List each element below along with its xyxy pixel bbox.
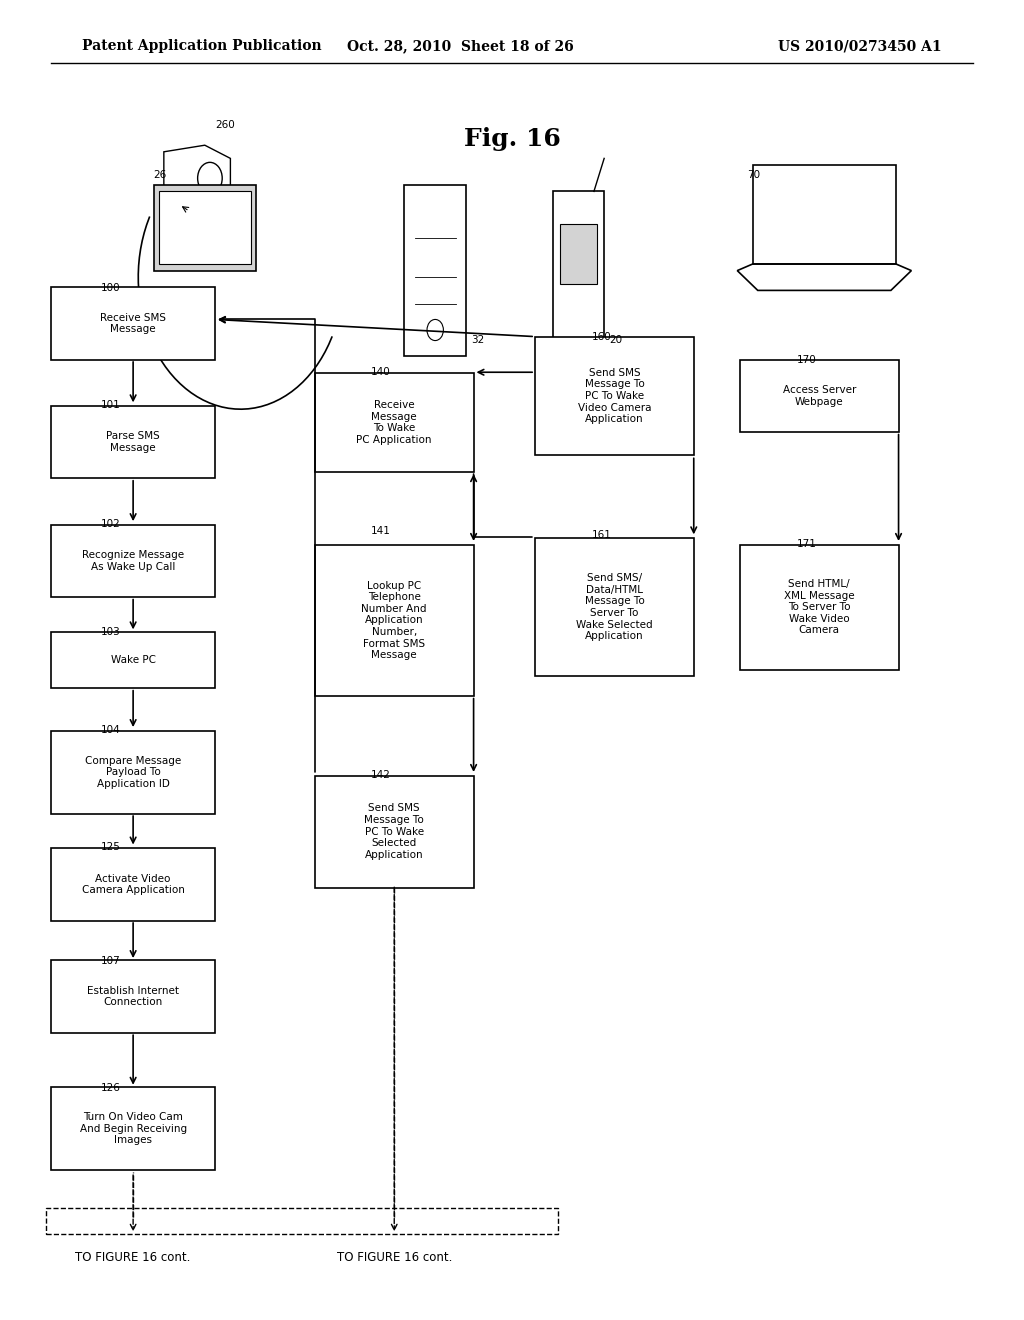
Text: Send HTML/
XML Message
To Server To
Wake Video
Camera: Send HTML/ XML Message To Server To Wake… (784, 579, 854, 635)
Text: 26: 26 (154, 170, 167, 181)
Text: 32: 32 (471, 335, 484, 346)
Text: US 2010/0273450 A1: US 2010/0273450 A1 (778, 40, 942, 53)
FancyBboxPatch shape (739, 359, 899, 433)
FancyBboxPatch shape (51, 731, 215, 813)
Text: 260: 260 (215, 120, 236, 131)
Text: Access Server
Webpage: Access Server Webpage (782, 385, 856, 407)
Text: Patent Application Publication: Patent Application Publication (82, 40, 322, 53)
FancyBboxPatch shape (51, 405, 215, 478)
Text: 126: 126 (100, 1082, 120, 1093)
FancyBboxPatch shape (535, 539, 694, 676)
Text: 170: 170 (797, 355, 816, 366)
Text: Receive SMS
Message: Receive SMS Message (100, 313, 166, 334)
Text: 171: 171 (797, 539, 816, 549)
Text: 140: 140 (371, 367, 390, 378)
Text: 141: 141 (371, 525, 390, 536)
FancyBboxPatch shape (154, 185, 256, 271)
Text: Send SMS
Message To
PC To Wake
Selected
Application: Send SMS Message To PC To Wake Selected … (365, 804, 424, 859)
Text: Send SMS
Message To
PC To Wake
Video Camera
Application: Send SMS Message To PC To Wake Video Cam… (578, 368, 651, 424)
Text: Recognize Message
As Wake Up Call: Recognize Message As Wake Up Call (82, 550, 184, 572)
Text: Parse SMS
Message: Parse SMS Message (106, 432, 160, 453)
FancyBboxPatch shape (51, 632, 215, 688)
FancyBboxPatch shape (51, 286, 215, 359)
FancyBboxPatch shape (51, 961, 215, 1032)
FancyBboxPatch shape (553, 191, 604, 363)
Text: 125: 125 (100, 842, 120, 853)
Text: TO FIGURE 16 cont.: TO FIGURE 16 cont. (76, 1251, 190, 1265)
Text: 103: 103 (100, 627, 120, 638)
Text: Oct. 28, 2010  Sheet 18 of 26: Oct. 28, 2010 Sheet 18 of 26 (347, 40, 574, 53)
FancyBboxPatch shape (315, 372, 473, 471)
Text: 104: 104 (100, 725, 120, 735)
Text: TO FIGURE 16 cont.: TO FIGURE 16 cont. (337, 1251, 452, 1265)
FancyBboxPatch shape (159, 191, 251, 264)
Text: Establish Internet
Connection: Establish Internet Connection (87, 986, 179, 1007)
Text: 107: 107 (100, 956, 120, 966)
Text: Lookup PC
Telephone
Number And
Application
Number,
Format SMS
Message: Lookup PC Telephone Number And Applicati… (361, 581, 427, 660)
FancyBboxPatch shape (51, 524, 215, 597)
FancyBboxPatch shape (315, 544, 473, 697)
FancyBboxPatch shape (560, 224, 597, 284)
Text: 100: 100 (100, 282, 120, 293)
FancyBboxPatch shape (404, 185, 466, 356)
Text: 102: 102 (100, 519, 120, 529)
Text: 160: 160 (592, 331, 611, 342)
FancyBboxPatch shape (535, 337, 694, 455)
Text: 20: 20 (609, 335, 623, 346)
Text: 70: 70 (748, 170, 761, 181)
Text: 101: 101 (100, 400, 120, 411)
FancyBboxPatch shape (46, 1208, 558, 1234)
Text: Fig. 16: Fig. 16 (464, 127, 560, 150)
FancyBboxPatch shape (315, 776, 473, 887)
Text: Send SMS/
Data/HTML
Message To
Server To
Wake Selected
Application: Send SMS/ Data/HTML Message To Server To… (577, 573, 652, 642)
Text: Wake PC: Wake PC (111, 655, 156, 665)
Text: Receive
Message
To Wake
PC Application: Receive Message To Wake PC Application (356, 400, 432, 445)
Text: Turn On Video Cam
And Begin Receiving
Images: Turn On Video Cam And Begin Receiving Im… (80, 1111, 186, 1146)
Text: 161: 161 (592, 529, 611, 540)
FancyBboxPatch shape (51, 1088, 215, 1171)
Text: 142: 142 (371, 770, 390, 780)
Text: Activate Video
Camera Application: Activate Video Camera Application (82, 874, 184, 895)
Text: Compare Message
Payload To
Application ID: Compare Message Payload To Application I… (85, 755, 181, 789)
FancyBboxPatch shape (51, 849, 215, 921)
FancyBboxPatch shape (739, 544, 899, 671)
